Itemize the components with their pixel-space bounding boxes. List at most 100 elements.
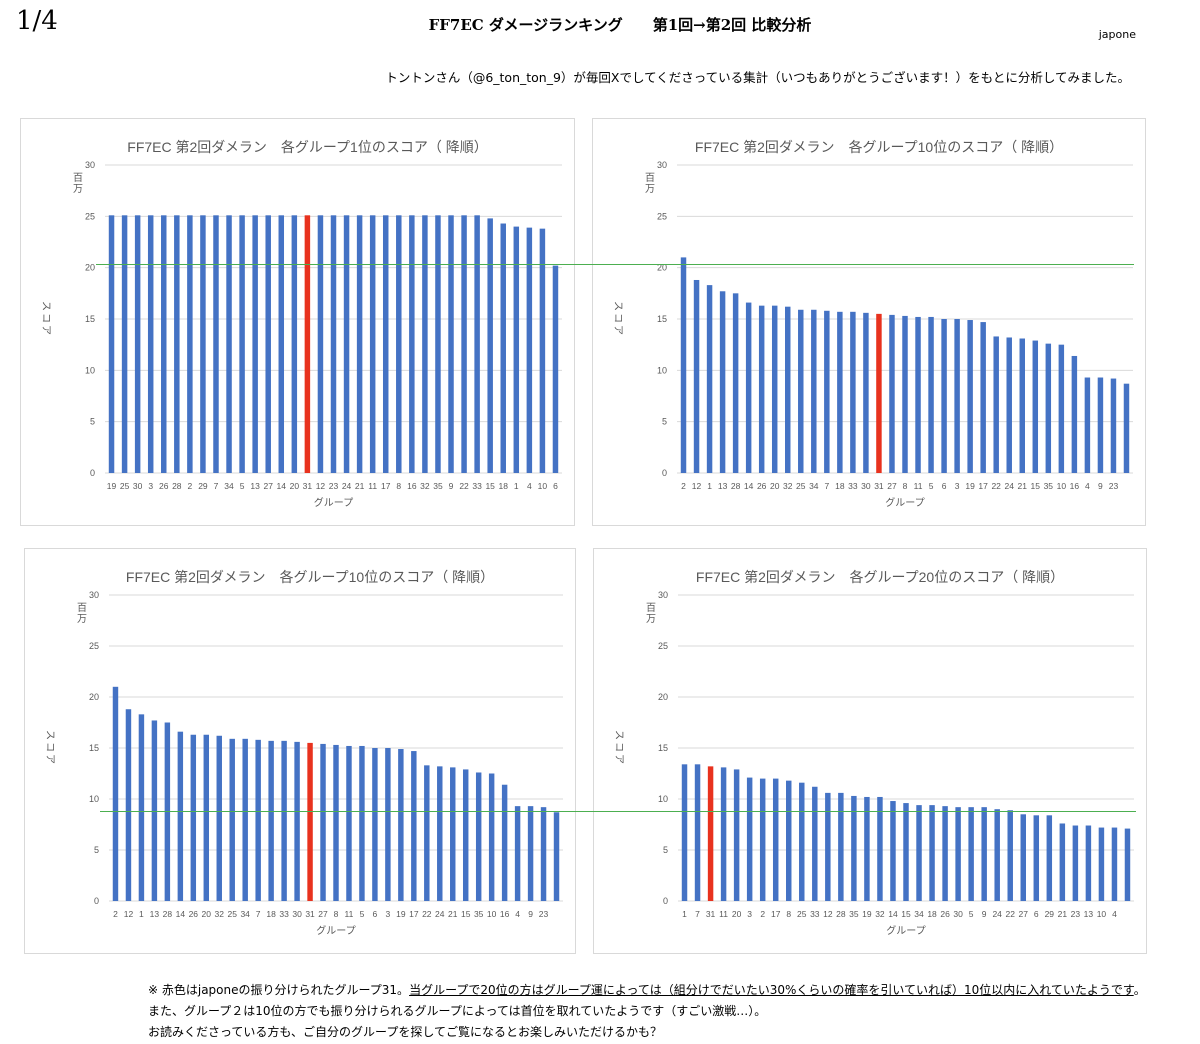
x-tick-label: 7 [695,909,700,919]
page-number: 1/4 [16,6,58,36]
x-tick-label: 12 [124,909,134,919]
y-tick-label: 10 [657,365,667,375]
y-tick-label: 0 [94,896,99,906]
bar [798,309,804,473]
bar [824,310,830,473]
bar [681,764,688,901]
note-line-1-underlined: 当グループで20位の方はグループ運によっては（組分けでだいたい30%くらいの確率… [409,983,1134,997]
bar [134,215,141,473]
bar [1019,338,1025,473]
bar [838,792,844,901]
x-tick-label: 17 [771,909,781,919]
note-line-1: ※ 赤色はjaponeの振り分けられたグループ31。当グループで20位の方はグル… [148,980,1146,1001]
bar [706,285,713,473]
x-tick-label: 5 [929,481,934,491]
bar [501,784,508,901]
y-tick-label: 25 [658,641,668,651]
y-tick-label: 5 [90,417,95,427]
bar [396,215,402,473]
bar [398,749,404,901]
bar [745,302,752,473]
x-tick-label: 9 [1098,481,1103,491]
x-axis-label: グループ [886,924,925,937]
bar [1045,343,1052,473]
x-tick-label: 1 [707,481,712,491]
bar [475,772,482,901]
x-tick-label: 6 [373,909,378,919]
y-tick-label: 15 [658,743,668,753]
bar [474,215,480,473]
x-tick-label: 32 [215,909,225,919]
bar [680,257,687,473]
reference-line-top [96,264,1134,265]
x-tick-label: 5 [240,481,245,491]
unit-label: 百万 [646,602,656,625]
x-tick-label: 16 [500,909,510,919]
chart-svg: FF7EC 第2回ダメラン 各グループ10位のスコア（ 降順）051015202… [612,139,1133,509]
y-axis-label: スコア [40,301,51,337]
bar [720,767,727,901]
x-tick-label: 34 [224,481,234,491]
unit-label: 百万 [645,172,655,195]
x-tick-label: 6 [1034,909,1039,919]
bar [732,293,739,473]
x-tick-label: 8 [786,909,791,919]
bar [733,769,740,901]
x-tick-label: 33 [810,909,820,919]
bar [527,806,534,901]
x-tick-label: 6 [553,481,558,491]
x-tick-label: 17 [409,909,419,919]
x-tick-label: 27 [263,481,273,491]
x-tick-label: 9 [449,481,454,491]
bar [1124,828,1131,901]
bar [526,227,533,473]
note-line-2: また、グループ２は10位の方でも振り分けられるグループによっては首位を取れていた… [148,1004,767,1018]
bar [372,748,378,901]
bar [786,780,792,901]
x-tick-label: 7 [214,481,219,491]
x-tick-label: 29 [1045,909,1055,919]
x-tick-label: 25 [796,481,806,491]
chart-svg: FF7EC 第2回ダメラン 各グループ20位のスコア（ 降順）051015202… [613,569,1134,937]
x-tick-label: 21 [355,481,365,491]
x-tick-label: 19 [862,909,872,919]
x-tick-label: 22 [422,909,432,919]
y-tick-label: 5 [663,845,668,855]
bar [265,215,271,473]
bar [771,305,778,473]
x-tick-label: 15 [461,909,471,919]
y-tick-label: 30 [85,160,95,170]
bar [213,215,219,473]
chart-title: FF7EC 第2回ダメラン 各グループ10位のスコア（ 降順） [126,569,494,585]
bar [385,748,391,901]
bar [1123,383,1130,473]
x-tick-label: 17 [978,481,988,491]
y-tick-label: 20 [658,692,668,702]
y-tick-label: 15 [85,314,95,324]
y-tick-label: 30 [657,160,667,170]
x-tick-label: 19 [396,909,406,919]
x-tick-label: 4 [1085,481,1090,491]
x-tick-label: 1 [139,909,144,919]
bar [487,218,493,473]
y-tick-label: 30 [658,590,668,600]
x-tick-label: 31 [303,481,313,491]
x-tick-label: 35 [474,909,484,919]
x-tick-label: 35 [433,481,443,491]
x-tick-label: 14 [176,909,186,919]
bar [147,215,154,473]
bar [1072,825,1079,901]
bar [981,807,987,901]
bar [812,786,818,901]
x-tick-label: 11 [368,481,377,491]
x-tick-label: 20 [290,481,300,491]
bar [500,223,506,473]
x-tick-label: 30 [953,909,963,919]
reference-line-bottom [100,811,1136,812]
x-tick-label: 6 [942,481,947,491]
x-tick-label: 9 [528,909,533,919]
bar [239,215,245,473]
bar [200,215,206,473]
bar [942,806,948,901]
x-tick-label: 27 [1019,909,1029,919]
